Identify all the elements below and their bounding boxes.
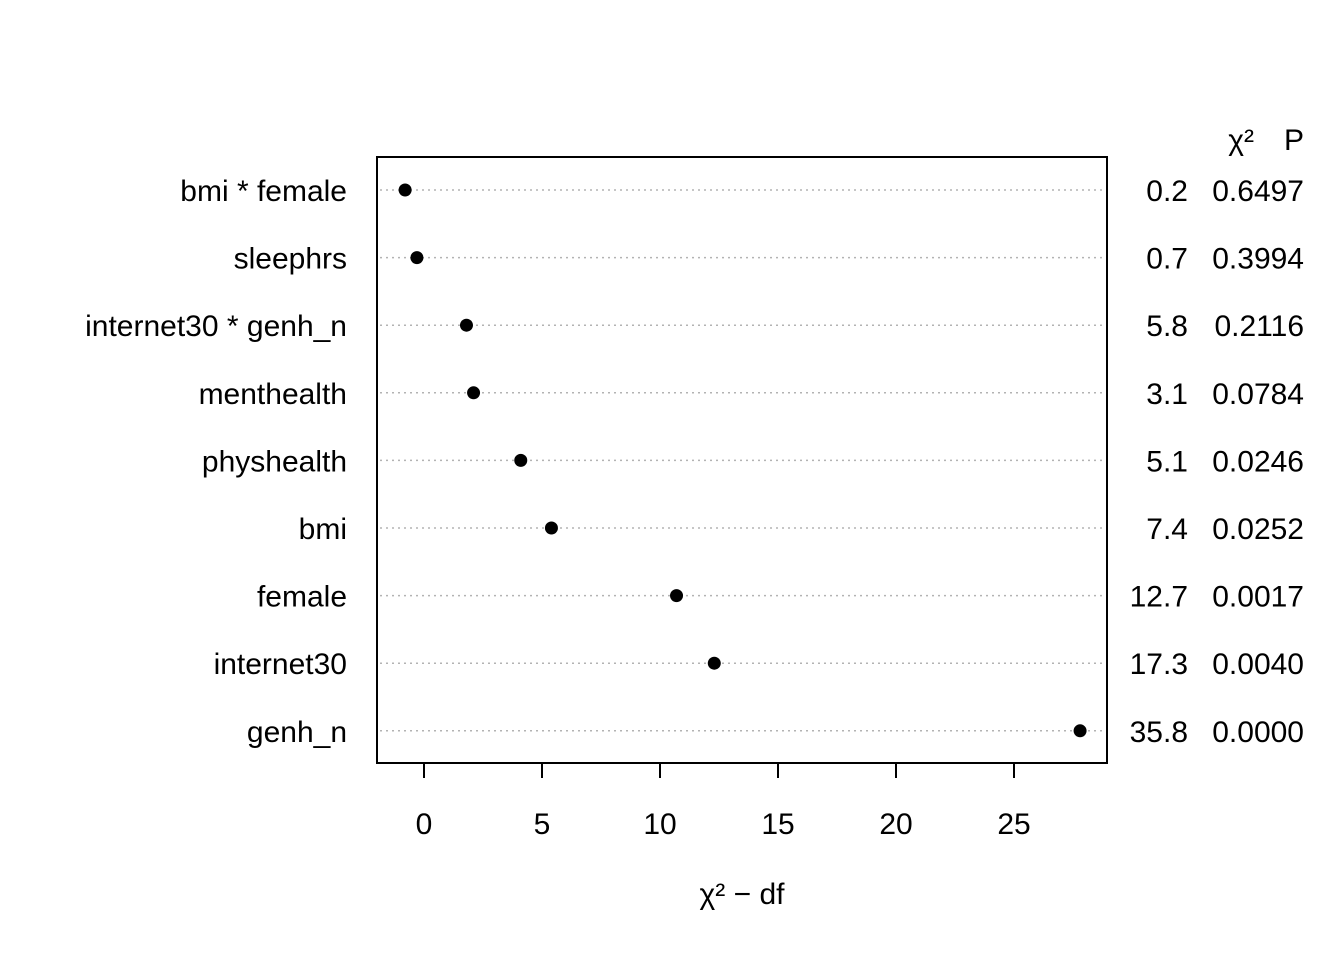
row-label: menthealth — [199, 378, 347, 411]
x-tick-label: 0 — [416, 808, 433, 841]
data-point — [670, 589, 684, 603]
data-point — [410, 251, 424, 265]
row-label: female — [257, 581, 347, 614]
chi2-header: χ² — [1228, 124, 1254, 157]
p-column: 0.6497 0.3994 0.2116 0.0784 0.0246 0.0252 0.00… — [1212, 175, 1304, 749]
row-label: internet30 * genh_n — [85, 310, 347, 343]
x-tick-label: 5 — [534, 808, 551, 841]
data-point — [544, 521, 558, 535]
row-labels: bmi * female sleephrs internet30 * genh_nm… — [85, 175, 347, 749]
p-value: 0.3994 — [1212, 243, 1304, 276]
row-label: genh_n — [247, 716, 347, 749]
chi2-value: 0.7 — [1146, 243, 1188, 276]
p-value: 0.0017 — [1212, 581, 1304, 614]
x-tick-label: 25 — [997, 808, 1030, 841]
data-point — [467, 386, 481, 400]
x-axis-title: χ² − df — [700, 878, 786, 911]
grid-lines — [380, 189, 1104, 732]
x-tick-label: 20 — [879, 808, 912, 841]
chi2-value: 5.8 — [1146, 310, 1188, 343]
row-label: bmi * female — [180, 175, 347, 208]
p-value: 0.6497 — [1212, 175, 1304, 208]
chi2-column: 0.2 0.7 5.8 3.1 5.1 7.4 12.7 17.3 35.8 — [1130, 175, 1188, 749]
p-value: 0.2116 — [1214, 310, 1304, 343]
chi2-value: 35.8 — [1130, 716, 1188, 749]
chi2-value: 5.1 — [1146, 445, 1188, 478]
data-point — [707, 656, 721, 670]
x-axis: 0 5 10 15 20 25 — [416, 762, 1031, 841]
p-value: 0.0246 — [1212, 445, 1304, 478]
p-value: 0.0784 — [1212, 378, 1304, 411]
chi2-value: 3.1 — [1146, 378, 1188, 411]
p-value: 0.0040 — [1212, 648, 1304, 681]
chi2-value: 12.7 — [1130, 581, 1188, 614]
p-value: 0.0252 — [1212, 513, 1304, 546]
data-point — [459, 318, 473, 332]
x-tick-label: 10 — [643, 808, 676, 841]
row-label: physhealth — [202, 445, 347, 478]
x-tick-label: 15 — [761, 808, 794, 841]
data-points — [398, 183, 1087, 738]
chi2-value: 7.4 — [1146, 513, 1188, 546]
data-point — [514, 453, 528, 467]
p-value: 0.0000 — [1212, 716, 1304, 749]
row-label: internet30 — [214, 648, 347, 681]
row-label: sleephrs — [234, 243, 347, 276]
data-point — [1073, 724, 1087, 738]
row-label: bmi — [299, 513, 347, 546]
data-point — [398, 183, 412, 197]
p-header: P — [1284, 124, 1304, 157]
chi2-value: 0.2 — [1146, 175, 1188, 208]
chi2-value: 17.3 — [1130, 648, 1188, 681]
